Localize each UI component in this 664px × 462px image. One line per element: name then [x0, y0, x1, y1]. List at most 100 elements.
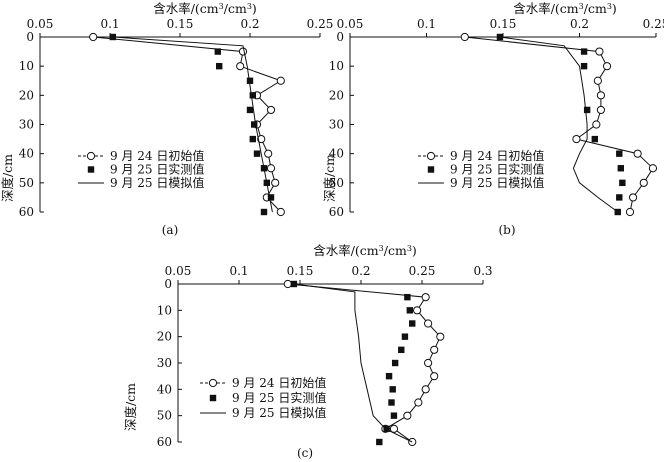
data-point [460, 32, 469, 42]
data-point [592, 120, 601, 129]
y-tick-label: 10 [157, 303, 172, 317]
legend-marker [208, 378, 218, 388]
x-tick-label: 0.1 [100, 17, 119, 31]
data-point [414, 398, 423, 407]
data-point [238, 47, 248, 56]
data-point [266, 164, 276, 173]
legend-label: 9 月 24 日初始值 [450, 148, 544, 163]
series-line [499, 36, 619, 213]
x-tick-label: 0.2 [351, 264, 370, 278]
data-point [421, 385, 430, 394]
y-tick-label: 30 [19, 118, 34, 132]
panel-label: (b) [498, 223, 515, 237]
data-point [617, 165, 625, 172]
x-tick-label: 0.05 [165, 264, 192, 278]
chart-panel-3: 0.05 0.1 0.15 0.2 0.25 0.3 0 10 20 30 40 50 60 含水率/(c… [123, 243, 493, 460]
x-tick-label: 0.05 [337, 17, 364, 31]
data-point [249, 92, 256, 99]
data-point [264, 149, 273, 158]
chart-panel-2: 0.05 0.1 0.15 0.2 0.25 0 10 20 30 40 50 60 含水率/(cm3/… [322, 1, 664, 237]
legend-label: 9 月 25 日模拟值 [232, 405, 326, 420]
y-tick-label: 20 [19, 88, 34, 102]
legend-marker [86, 151, 96, 161]
series-3 [112, 36, 273, 213]
data-point [593, 76, 602, 85]
data-point [409, 320, 416, 327]
legend-marker [427, 166, 435, 173]
data-point [639, 178, 648, 187]
x-tick-label: 0.2 [570, 17, 589, 31]
panel-label: (a) [162, 223, 179, 237]
x-tick-label: 0.25 [643, 17, 664, 31]
data-point [390, 412, 398, 419]
chart-panel-1: 0.05 0.1 0.15 0.2 0.25 0 10 20 30 40 50 60 含水率/(cm3/… [0, 1, 333, 237]
series-line [112, 36, 273, 213]
data-point [249, 135, 256, 143]
data-point [391, 359, 399, 367]
legend-marker [426, 151, 436, 161]
data-point [253, 150, 261, 157]
y-tick-label: 50 [329, 176, 344, 190]
data-point [430, 345, 439, 354]
y-axis-title: 深度/cm [322, 154, 337, 202]
y-tick-label: 50 [19, 176, 34, 190]
data-point [267, 194, 275, 201]
data-point [398, 346, 405, 354]
data-point [583, 106, 591, 114]
data-point [406, 307, 413, 314]
x-tick-label: 0.1 [229, 264, 248, 278]
y-tick-label: 50 [157, 409, 172, 423]
data-point [401, 333, 409, 340]
data-point [276, 207, 285, 217]
data-point [596, 105, 606, 115]
x-tick-label: 0.1 [417, 17, 436, 31]
data-point [389, 424, 399, 433]
x-tick-label: 0.15 [167, 17, 194, 31]
data-point [385, 372, 393, 380]
data-point [257, 134, 266, 144]
x-axis-title: 含水率/(cm3/cm3) [513, 1, 617, 16]
y-tick-label: 40 [19, 147, 34, 161]
data-point [616, 150, 623, 157]
data-point [236, 62, 245, 71]
y-tick-label: 40 [157, 382, 172, 396]
data-point [424, 358, 433, 368]
data-point [389, 386, 396, 393]
data-point [276, 76, 285, 85]
series-2 [290, 280, 416, 446]
series-3 [293, 283, 413, 443]
data-point [404, 293, 411, 301]
data-point [271, 178, 280, 187]
data-point [376, 438, 383, 446]
data-point [383, 425, 390, 433]
y-tick-label: 0 [26, 30, 34, 44]
data-point [625, 207, 635, 217]
data-point [424, 319, 433, 328]
data-point [214, 48, 221, 55]
data-point [436, 332, 445, 341]
data-point [216, 62, 223, 70]
data-point [388, 399, 395, 406]
data-point [595, 47, 604, 56]
data-point [633, 149, 642, 158]
data-point [628, 193, 638, 202]
series-3 [499, 36, 619, 213]
legend-label: 9 月 25 日实测值 [110, 162, 204, 177]
legend-label: 9 月 24 日初始值 [110, 148, 204, 163]
legend-label: 9 月 25 日实测值 [450, 162, 544, 177]
x-axis-title: 含水率/(cm3/cm3) [153, 1, 257, 16]
x-axis-title: 含水率/(cm3/cm3) [313, 243, 417, 258]
y-tick-label: 40 [329, 147, 344, 161]
data-point [430, 372, 439, 381]
legend-label: 9 月 25 日模拟值 [110, 175, 204, 190]
x-tick-label: 0.25 [307, 17, 334, 31]
series-1 [460, 32, 658, 217]
legend-label: 9 月 24 日初始值 [232, 375, 326, 390]
data-point [619, 179, 626, 187]
y-tick-label: 60 [329, 205, 344, 219]
data-point [616, 194, 623, 201]
y-tick-label: 60 [19, 205, 34, 219]
data-point [421, 293, 430, 302]
